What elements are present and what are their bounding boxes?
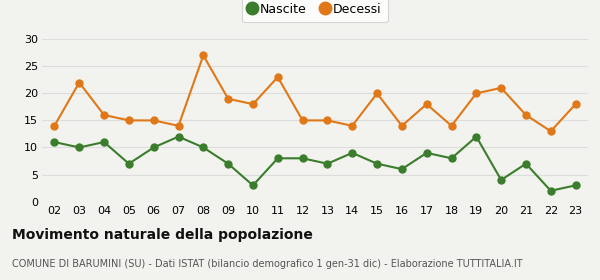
Line: Nascite: Nascite [51, 133, 579, 194]
Decessi [125, 119, 133, 122]
Nascite [125, 162, 133, 165]
Decessi [100, 113, 107, 117]
Decessi [523, 113, 530, 117]
Decessi [175, 124, 182, 127]
Nascite [398, 167, 406, 171]
Nascite [100, 140, 107, 144]
Decessi [324, 119, 331, 122]
Nascite [448, 157, 455, 160]
Decessi [76, 81, 83, 84]
Legend: Nascite, Decessi: Nascite, Decessi [242, 0, 388, 22]
Text: COMUNE DI BARUMINI (SU) - Dati ISTAT (bilancio demografico 1 gen-31 dic) - Elabo: COMUNE DI BARUMINI (SU) - Dati ISTAT (bi… [12, 259, 523, 269]
Decessi [423, 102, 430, 106]
Decessi [448, 124, 455, 127]
Decessi [200, 54, 207, 57]
Nascite [497, 178, 505, 182]
Decessi [572, 102, 579, 106]
Decessi [224, 97, 232, 101]
Nascite [250, 184, 257, 187]
Decessi [150, 119, 157, 122]
Decessi [497, 86, 505, 90]
Nascite [150, 146, 157, 149]
Text: Movimento naturale della popolazione: Movimento naturale della popolazione [12, 228, 313, 242]
Decessi [51, 124, 58, 127]
Line: Decessi: Decessi [51, 52, 579, 135]
Nascite [373, 162, 380, 165]
Nascite [76, 146, 83, 149]
Nascite [423, 151, 430, 155]
Nascite [324, 162, 331, 165]
Decessi [299, 119, 306, 122]
Nascite [523, 162, 530, 165]
Nascite [51, 140, 58, 144]
Decessi [547, 130, 554, 133]
Decessi [373, 92, 380, 95]
Nascite [299, 157, 306, 160]
Nascite [572, 184, 579, 187]
Nascite [200, 146, 207, 149]
Nascite [224, 162, 232, 165]
Nascite [349, 151, 356, 155]
Nascite [175, 135, 182, 138]
Decessi [250, 102, 257, 106]
Decessi [349, 124, 356, 127]
Nascite [547, 189, 554, 192]
Nascite [274, 157, 281, 160]
Decessi [473, 92, 480, 95]
Decessi [274, 75, 281, 79]
Decessi [398, 124, 406, 127]
Nascite [473, 135, 480, 138]
